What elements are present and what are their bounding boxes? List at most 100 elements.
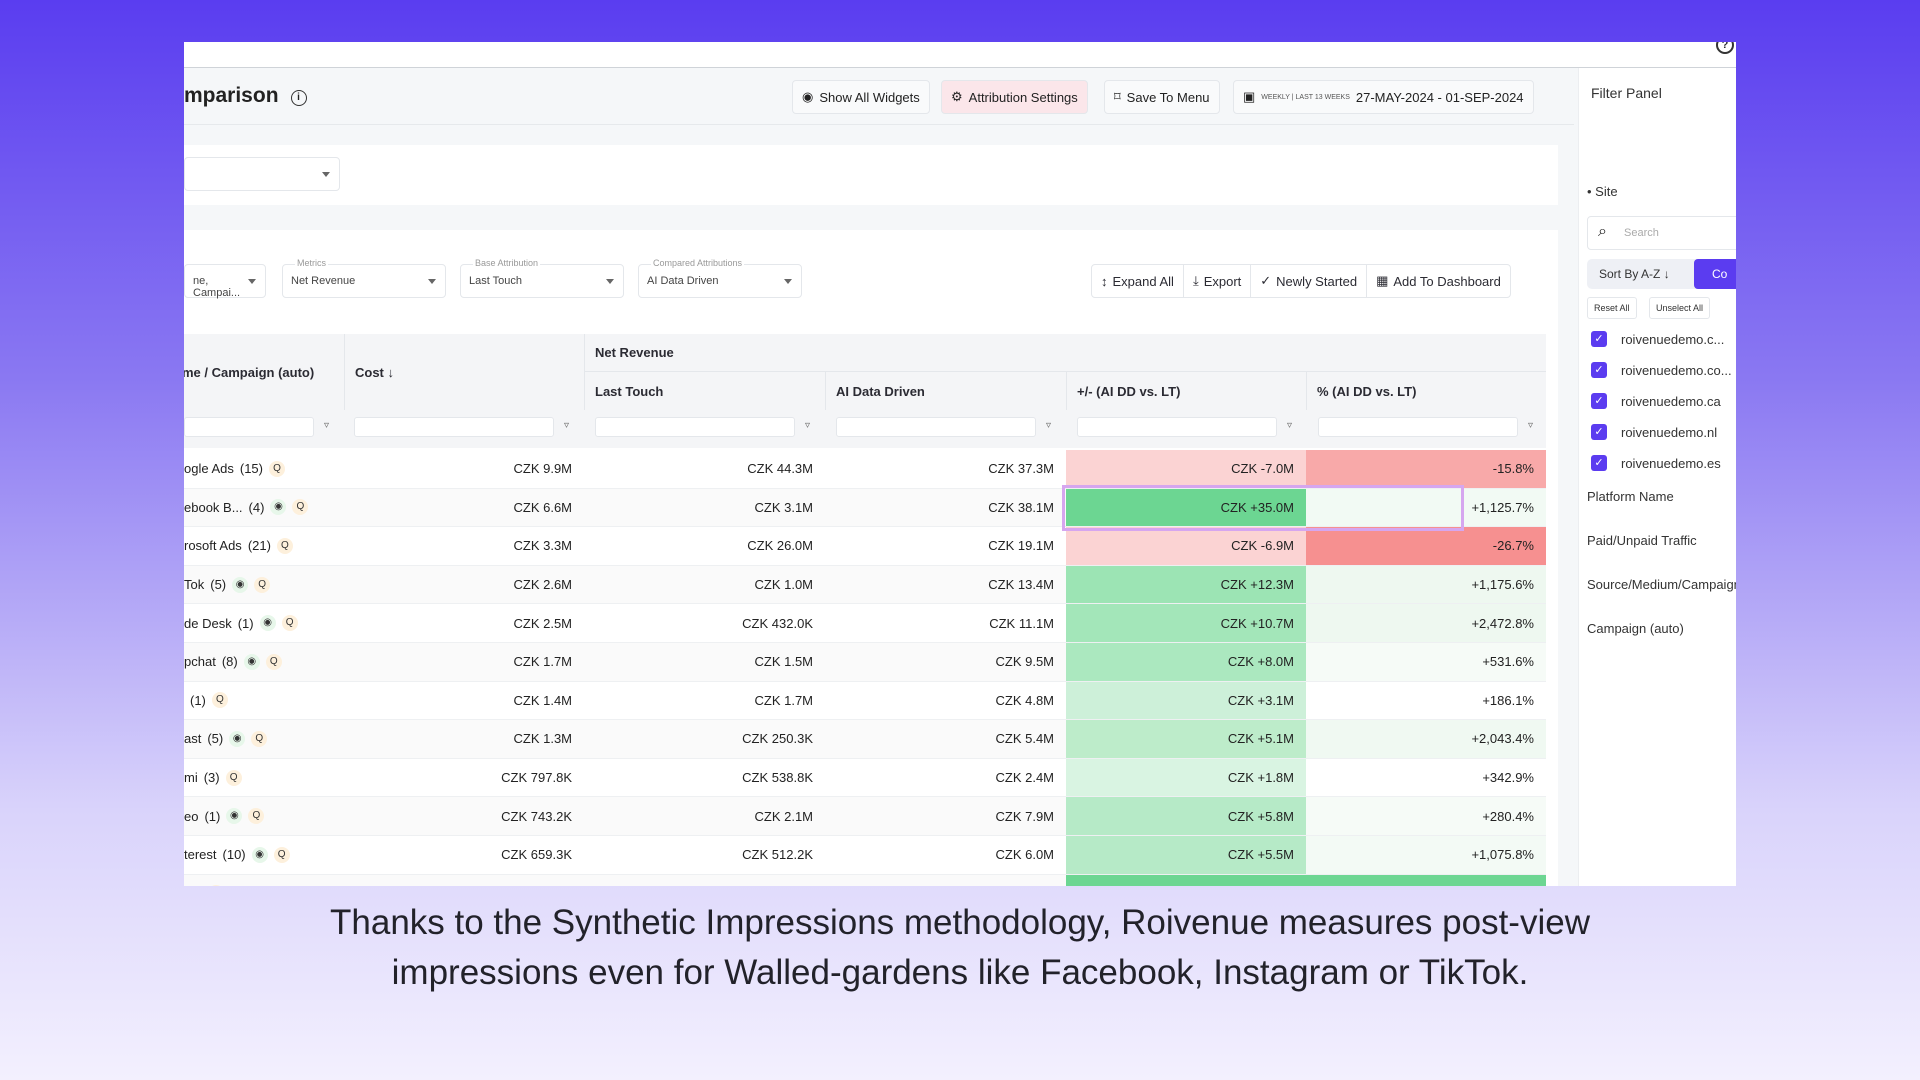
row-name[interactable]: ebook B... (4) ◉ Q [184, 489, 344, 527]
filter-icon[interactable]: ▿ [324, 420, 330, 431]
info-icon[interactable]: i [290, 90, 307, 106]
eye-icon[interactable]: ◉ [251, 846, 268, 863]
base-attribution-select[interactable]: Base Attribution Last Touch [460, 258, 624, 298]
filter-section[interactable]: Campaign (auto) [1587, 621, 1684, 636]
export-button[interactable]: ⤓ Export [1184, 265, 1252, 297]
checkbox-checked-icon[interactable]: ✓ [1591, 424, 1607, 440]
synthetic-impressions-icon[interactable]: Q [269, 460, 285, 477]
checkbox-checked-icon[interactable]: ✓ [1591, 331, 1607, 347]
synthetic-impressions-icon[interactable]: Q [276, 537, 293, 554]
eye-icon[interactable]: ◉ [259, 615, 276, 632]
row-name[interactable]: terest (10) ◉ Q [184, 836, 344, 874]
table-row[interactable]: ast (5) ◉ Q CZK 1.3M CZK 250.3K CZK 5.4M CZK +5… [184, 720, 1546, 759]
row-name[interactable]: pchat (8) ◉ Q [184, 643, 344, 681]
header-diff[interactable]: +/- (AI DD vs. LT) [1066, 372, 1306, 410]
show-all-widgets-button[interactable]: ◉ Show All Widgets [792, 80, 930, 114]
cell-pct: -26.7% [1306, 527, 1546, 565]
table-row[interactable]: pchat (8) ◉ Q CZK 1.7M CZK 1.5M CZK 9.5M CZK +8… [184, 642, 1546, 682]
row-name[interactable]: rosoft Ads (21) Q [184, 527, 344, 565]
header-cost[interactable]: Cost ↓ [344, 334, 584, 410]
filter-input-lt[interactable] [595, 417, 795, 437]
synthetic-impressions-icon[interactable]: Q [248, 808, 265, 825]
value: CZK 2.4M [995, 770, 1054, 786]
checkbox-checked-icon[interactable]: ✓ [1591, 393, 1607, 409]
row-name[interactable]: mi (3) Q [184, 759, 344, 797]
site-search-input[interactable]: ⌕ Search [1587, 216, 1736, 250]
save-to-menu-button[interactable]: ⌑ Save To Menu [1104, 80, 1220, 114]
table-row[interactable]: terest (10) ◉ Q CZK 659.3K CZK 512.2K CZK 6.0M… [184, 835, 1546, 875]
table-row[interactable]: rosoft Ads (21) Q CZK 3.3M CZK 26.0M CZK 19.1… [184, 527, 1546, 566]
table-row[interactable]: (1) Q CZK 1.4M CZK 1.7M CZK 4.8M CZK +3.1M +18… [184, 681, 1546, 721]
site-checkbox[interactable]: ✓ roivenuedemo.co... [1591, 362, 1732, 378]
synthetic-impressions-icon[interactable]: Q [265, 653, 282, 670]
row-name[interactable]: Tok (5) ◉ Q [184, 566, 344, 604]
filter-input-pct[interactable] [1318, 417, 1518, 437]
site-checkbox[interactable]: ✓ roivenuedemo.es [1591, 455, 1721, 471]
eye-icon[interactable]: ◉ [270, 499, 287, 516]
synthetic-impressions-icon[interactable]: Q [225, 769, 242, 786]
header-name[interactable]: me / Campaign (auto) [184, 334, 344, 410]
date-range-button[interactable]: ▣ WEEKLY | LAST 13 WEEKS 27-MAY-2024 - 01-… [1233, 80, 1534, 114]
group-by-select[interactable]: ne, Campai... [184, 264, 266, 299]
site-checkbox[interactable]: ✓ roivenuedemo.ca [1591, 393, 1721, 409]
unselect-all-button[interactable]: Unselect All [1649, 297, 1711, 319]
filter-icon[interactable]: ▿ [805, 420, 811, 431]
filter-input-aidd[interactable] [836, 417, 1036, 437]
table-row[interactable]: mi (3) Q CZK 797.8K CZK 538.8K CZK 2.4M CZK +1… [184, 758, 1546, 798]
table-row[interactable]: ebook B... (4) ◉ Q CZK 6.6M CZK 3.1M CZK 38.1M… [184, 488, 1546, 528]
site-checkbox[interactable]: ✓ roivenuedemo.c... [1591, 331, 1724, 347]
synthetic-impressions-icon[interactable]: Q [273, 846, 290, 863]
row-name[interactable]: 1)Q [184, 875, 344, 886]
filter-input-cost[interactable] [354, 417, 554, 437]
view-select[interactable] [184, 157, 340, 191]
compared-attributions-select[interactable]: Compared Attributions AI Data Driven [638, 258, 802, 298]
table-row[interactable]: ogle Ads (15) Q CZK 9.9M CZK 44.3M CZK 37.3M C… [184, 450, 1546, 489]
metrics-select[interactable]: Metrics Net Revenue [282, 258, 446, 298]
filter-input-name[interactable] [184, 417, 314, 437]
filter-icon[interactable]: ▿ [1046, 420, 1052, 431]
site-checkbox[interactable]: ✓ roivenuedemo.nl [1591, 424, 1717, 440]
header-last-touch[interactable]: Last Touch [584, 372, 825, 410]
synthetic-impressions-icon[interactable]: Q [211, 692, 228, 709]
table-row[interactable]: de Desk (1) ◉ Q CZK 2.5M CZK 432.0K CZK 11.1M C… [184, 604, 1546, 643]
synthetic-impressions-icon[interactable]: Q [207, 885, 224, 886]
sort-alt-button[interactable]: Co [1694, 259, 1736, 289]
cell-diff: CZK -6.9M [1066, 527, 1306, 565]
synthetic-impressions-icon[interactable]: Q [251, 730, 268, 747]
site-section[interactable]: • Site [1587, 184, 1618, 199]
synthetic-impressions-icon[interactable]: Q [254, 576, 271, 593]
checkbox-checked-icon[interactable]: ✓ [1591, 455, 1607, 471]
row-name[interactable]: de Desk (1) ◉ Q [184, 604, 344, 642]
filter-section[interactable]: Paid/Unpaid Traffic [1587, 533, 1697, 548]
table-row[interactable]: Tok (5) ◉ Q CZK 2.6M CZK 1.0M CZK 13.4M CZK +12… [184, 565, 1546, 605]
row-name[interactable]: ogle Ads (15) Q [184, 450, 344, 488]
attribution-settings-button[interactable]: ⚙ Attribution Settings [941, 80, 1088, 114]
add-to-dashboard-button[interactable]: ▦ Add To Dashboard [1367, 265, 1510, 297]
sort-az-button[interactable]: Sort By A-Z ↓ [1599, 267, 1670, 281]
eye-icon[interactable]: ◉ [226, 808, 243, 825]
header-pct[interactable]: % (AI DD vs. LT) [1306, 372, 1546, 410]
value: +2,043.4% [1471, 731, 1534, 747]
reset-all-button[interactable]: Reset All [1587, 297, 1637, 319]
expand-all-button[interactable]: ↕ Expand All [1092, 265, 1184, 297]
row-name[interactable]: ast (5) ◉ Q [184, 720, 344, 758]
filter-input-diff[interactable] [1077, 417, 1277, 437]
newly-started-button[interactable]: ✓ Newly Started [1251, 265, 1368, 297]
filter-icon[interactable]: ▿ [1528, 420, 1534, 431]
filter-icon[interactable]: ▿ [564, 420, 570, 431]
eye-icon[interactable]: ◉ [232, 576, 249, 593]
filter-icon[interactable]: ▿ [1287, 420, 1293, 431]
row-name[interactable]: eo (1) ◉ Q [184, 797, 344, 835]
synthetic-impressions-icon[interactable]: Q [292, 499, 309, 516]
checkbox-checked-icon[interactable]: ✓ [1591, 362, 1607, 378]
table-row[interactable]: eo (1) ◉ Q CZK 743.2K CZK 2.1M CZK 7.9M CZK +5.… [184, 797, 1546, 836]
filter-section[interactable]: Platform Name [1587, 489, 1674, 504]
header-ai-data-driven[interactable]: AI Data Driven [825, 372, 1066, 410]
filter-section[interactable]: Source/Medium/Campaign [1587, 577, 1736, 592]
eye-icon[interactable]: ◉ [229, 730, 246, 747]
row-name[interactable]: (1) Q [184, 682, 344, 720]
synthetic-impressions-icon[interactable]: Q [281, 615, 298, 632]
help-icon[interactable]: ? [1716, 42, 1734, 54]
eye-icon[interactable]: ◉ [243, 653, 260, 670]
